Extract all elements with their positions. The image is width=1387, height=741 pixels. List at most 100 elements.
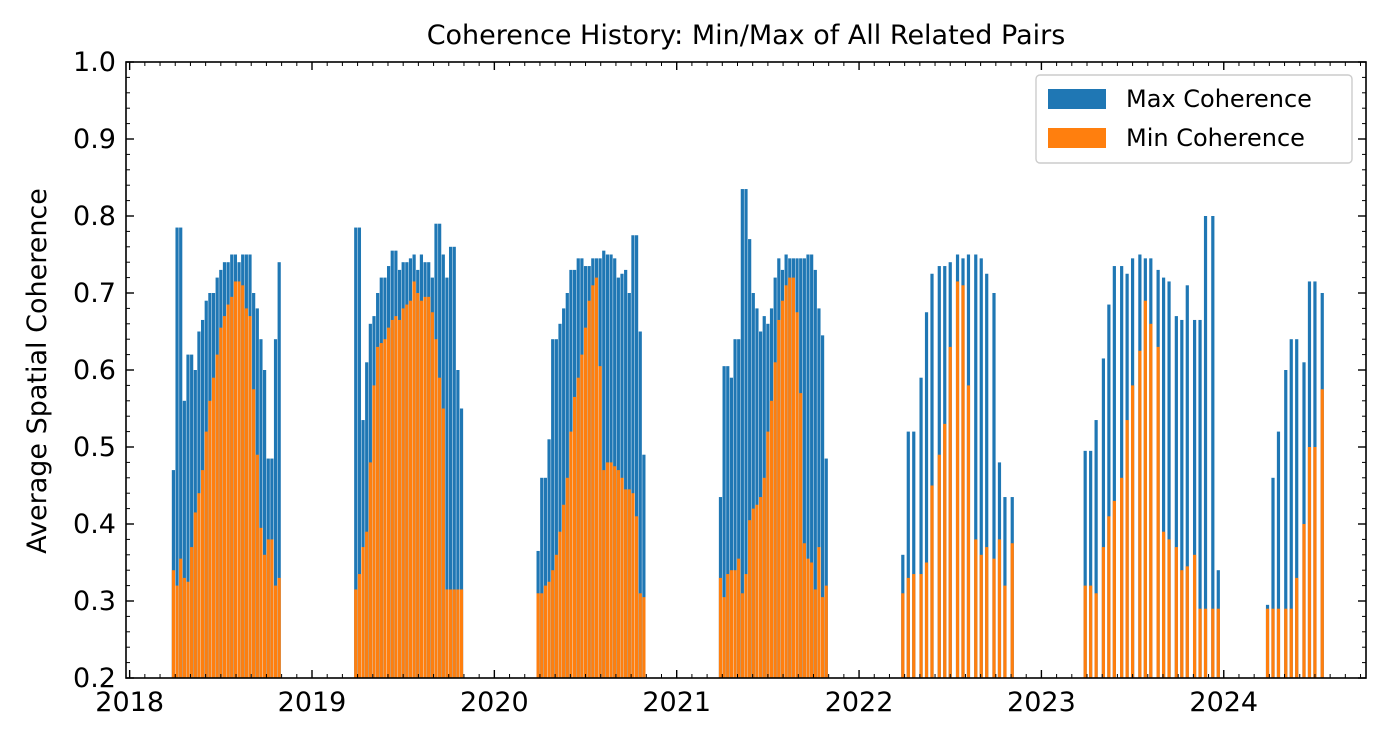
min-coherence-bar (1003, 585, 1007, 678)
min-coherence-bar (777, 319, 781, 678)
min-coherence-bar (193, 512, 197, 678)
min-coherence-bar (744, 574, 748, 678)
x-tick-label: 2019 (278, 687, 347, 718)
min-coherence-bar (1130, 385, 1135, 678)
legend: Max Coherence Min Coherence (1035, 74, 1353, 164)
y-tick-label: 0.5 (73, 432, 116, 463)
min-coherence-bar (613, 466, 617, 678)
min-coherence-bar (722, 597, 726, 678)
min-coherence-bar (1174, 547, 1178, 678)
max-coherence-bar (974, 254, 978, 678)
min-coherence-bar (966, 385, 971, 678)
max-coherence-bar (1101, 358, 1106, 678)
min-coherence-bar (740, 593, 744, 678)
min-coherence-bar (430, 312, 434, 678)
min-coherence-bar (912, 574, 916, 678)
max-coherence-bar (631, 235, 635, 678)
min-coherence-bar (357, 574, 362, 678)
max-coherence-bar (1083, 450, 1087, 678)
min-coherence-bar (1107, 516, 1111, 678)
min-coherence-bar (1284, 608, 1288, 678)
axis-ticks: 0.2 0.3 0.4 0.5 0.6 0.7 0.8 0.9 1.0 2018 2019 2020 2… (73, 47, 1366, 718)
min-coherence-bar (820, 597, 825, 678)
max-coherence-bar (737, 339, 741, 678)
max-coherence-bar (1295, 339, 1299, 678)
min-coherence-bar (562, 504, 566, 678)
min-coherence-bar (616, 470, 620, 678)
max-coherence-bar (624, 269, 628, 678)
min-coherence-bar (456, 589, 460, 678)
max-coherence-bar (729, 377, 734, 678)
min-coherence-bar (1010, 543, 1014, 678)
min-coherence-bar (773, 362, 777, 678)
plot-frame (125, 61, 1367, 679)
chart-title: Coherence History: Min/Max of All Relate… (427, 20, 1066, 51)
max-coherence-bar (979, 258, 983, 678)
y-tick-label: 1.0 (73, 47, 116, 78)
max-coherence-bar (1289, 339, 1293, 678)
min-coherence-bar (419, 300, 424, 678)
min-coherence-bar (572, 396, 577, 678)
min-coherence-bar (1185, 566, 1189, 678)
min-coherence-bar (543, 585, 548, 678)
min-coherence-bar (390, 319, 394, 678)
y-tick-label: 0.4 (73, 509, 116, 540)
min-coherence-bar (459, 589, 464, 678)
min-coherence-bar (197, 493, 201, 678)
y-tick-label: 0.7 (73, 278, 116, 309)
max-coherence-bar (722, 366, 726, 678)
min-coherence-bar (733, 570, 737, 678)
min-coherence-bar (262, 554, 267, 678)
max-coherence-bar (456, 370, 460, 678)
max-coherence-bar (820, 335, 825, 678)
max-coherence-bar (277, 262, 281, 678)
max-coherence-bar (813, 269, 817, 678)
min-coherence-bar (627, 489, 631, 678)
max-coherence-bar (1302, 362, 1306, 678)
max-coherence-bar (1211, 216, 1215, 678)
max-coherence-bar (1185, 285, 1189, 678)
max-coherence-bar (354, 227, 358, 679)
min-coherence-bar (1089, 585, 1093, 678)
min-coherence-bar (1198, 608, 1202, 678)
max-coherence-bar (259, 339, 263, 678)
min-coherence-bar (241, 285, 245, 678)
x-tick-label: 2024 (1189, 687, 1258, 718)
min-coherence-bar (1156, 346, 1160, 678)
min-coherence-bar (204, 431, 208, 678)
min-coherence-bar (737, 558, 741, 678)
min-coherence-bar (906, 577, 910, 678)
x-tick-label: 2021 (642, 687, 711, 718)
min-coherence-bar (1307, 447, 1312, 678)
min-coherence-bar (376, 346, 380, 678)
min-coherence-bar (354, 589, 358, 678)
min-coherence-bar (569, 431, 573, 678)
min-coherence-bar (1094, 593, 1098, 678)
min-coherence-bar (624, 489, 628, 678)
min-coherence-bar (780, 300, 785, 678)
max-coherence-bar (1167, 281, 1171, 678)
max-coherence-bar (906, 431, 910, 678)
max-coherence-bar (1107, 304, 1111, 678)
min-coherence-bar (609, 462, 613, 678)
min-coherence-bar (1167, 539, 1171, 678)
min-coherence-bar (230, 296, 234, 678)
max-coherence-bar (1089, 450, 1093, 678)
min-coherence-bar (755, 504, 759, 678)
min-coherence-bar (383, 339, 387, 678)
min-coherence-bar (222, 316, 227, 678)
min-coherence-bar (182, 577, 186, 678)
min-coherence-bar (547, 581, 551, 678)
bars-layer (171, 189, 1324, 679)
min-coherence-bar (551, 570, 555, 678)
max-coherence-bar (1180, 319, 1184, 678)
max-coherence-bar (1161, 277, 1166, 678)
min-coherence-bar (591, 285, 595, 678)
min-coherence-bar (788, 277, 792, 678)
legend-swatch-min (1048, 128, 1106, 148)
min-coherence-bar (1320, 389, 1324, 678)
max-coherence-bar (726, 366, 730, 678)
min-coherence-bar (580, 354, 584, 678)
min-coherence-bar (974, 539, 978, 678)
max-coherence-bar (1120, 266, 1124, 678)
